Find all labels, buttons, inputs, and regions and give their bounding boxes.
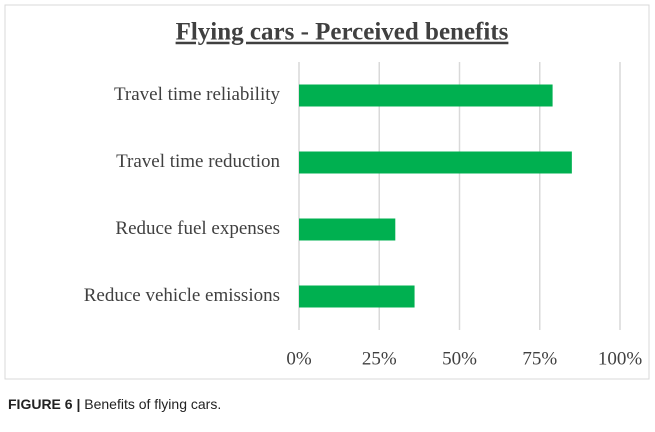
chart-frame xyxy=(4,4,650,380)
y-tick-label: Travel time reliability xyxy=(114,84,281,105)
y-tick-label: Reduce vehicle emissions xyxy=(84,285,280,306)
caption-label: FIGURE 6 | xyxy=(8,396,80,412)
x-tick-label: 100% xyxy=(598,348,643,369)
bar xyxy=(299,84,553,107)
x-tick-label: 25% xyxy=(362,348,397,369)
y-tick-label: Reduce fuel expenses xyxy=(115,218,280,239)
caption: FIGURE 6 | Benefits of flying cars. xyxy=(8,396,221,412)
bar xyxy=(299,285,415,308)
bar xyxy=(299,218,396,241)
caption-text: Benefits of flying cars. xyxy=(84,396,221,412)
chart-title: Flying cars - Perceived benefits xyxy=(176,19,509,46)
y-tick-label: Travel time reduction xyxy=(116,151,280,172)
x-tick-label: 75% xyxy=(522,348,557,369)
x-tick-label: 50% xyxy=(442,348,477,369)
bar xyxy=(299,151,572,174)
x-tick-label: 0% xyxy=(286,348,312,369)
